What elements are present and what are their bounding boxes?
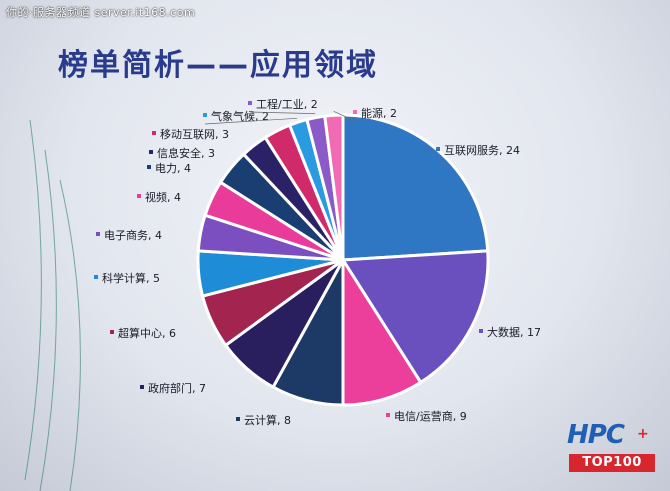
- slice-label-3: 电信/运营商, 9: [394, 409, 467, 423]
- label-marker-14: [248, 101, 252, 105]
- slice-label-13: 气象气候, 2: [211, 109, 269, 123]
- logo-hpc-text: HPC: [567, 420, 625, 450]
- label-marker-2: [479, 329, 483, 333]
- slide-title: 榜单简析——应用领域: [58, 48, 378, 83]
- pie-slice-1: [341, 113, 490, 262]
- slice-label-7: 科学计算, 5: [102, 271, 160, 285]
- slice-label-15: 能源, 2: [361, 106, 397, 120]
- pie-slice-15: [323, 113, 345, 261]
- label-marker-9: [137, 194, 141, 198]
- slice-label-12: 移动互联网, 3: [160, 128, 229, 141]
- leader-line-15: [333, 110, 356, 122]
- slice-label-9: 视频, 4: [145, 190, 181, 204]
- watermark-text: 你的·服务器频道 server.it168.com: [6, 6, 196, 19]
- label-marker-4: [236, 417, 240, 421]
- decorative-swoosh: [24, 119, 81, 491]
- label-marker-5: [140, 385, 144, 389]
- label-marker-10: [147, 165, 151, 169]
- slice-label-10: 电力, 4: [155, 162, 191, 175]
- slice-label-4: 云计算, 8: [244, 413, 291, 427]
- leader-line-13: [204, 117, 297, 125]
- slice-label-1: 互联网服务, 24: [444, 144, 520, 157]
- label-marker-3: [386, 413, 390, 417]
- label-marker-8: [96, 232, 100, 236]
- hpc-top100-logo: HPC + TOP100: [565, 420, 661, 480]
- slice-label-2: 大数据, 17: [487, 325, 541, 339]
- logo-top100-text: TOP100: [569, 454, 655, 472]
- logo-plus-icon: +: [637, 426, 649, 442]
- leader-line-14: [249, 111, 316, 114]
- slice-label-14: 工程/工业, 2: [256, 98, 318, 111]
- label-marker-12: [152, 131, 156, 135]
- label-marker-13: [203, 113, 207, 117]
- pie-slice-3: [341, 254, 423, 407]
- slice-label-6: 超算中心, 6: [118, 326, 176, 340]
- slice-label-8: 电子商务, 4: [104, 228, 162, 242]
- pie-slice-2: [340, 249, 490, 385]
- label-marker-15: [353, 110, 357, 114]
- label-marker-1: [436, 147, 440, 151]
- label-marker-7: [94, 275, 98, 279]
- slice-label-11: 信息安全, 3: [157, 146, 215, 160]
- slice-label-5: 政府部门, 7: [148, 381, 206, 395]
- label-marker-6: [110, 330, 114, 334]
- label-marker-11: [149, 150, 153, 154]
